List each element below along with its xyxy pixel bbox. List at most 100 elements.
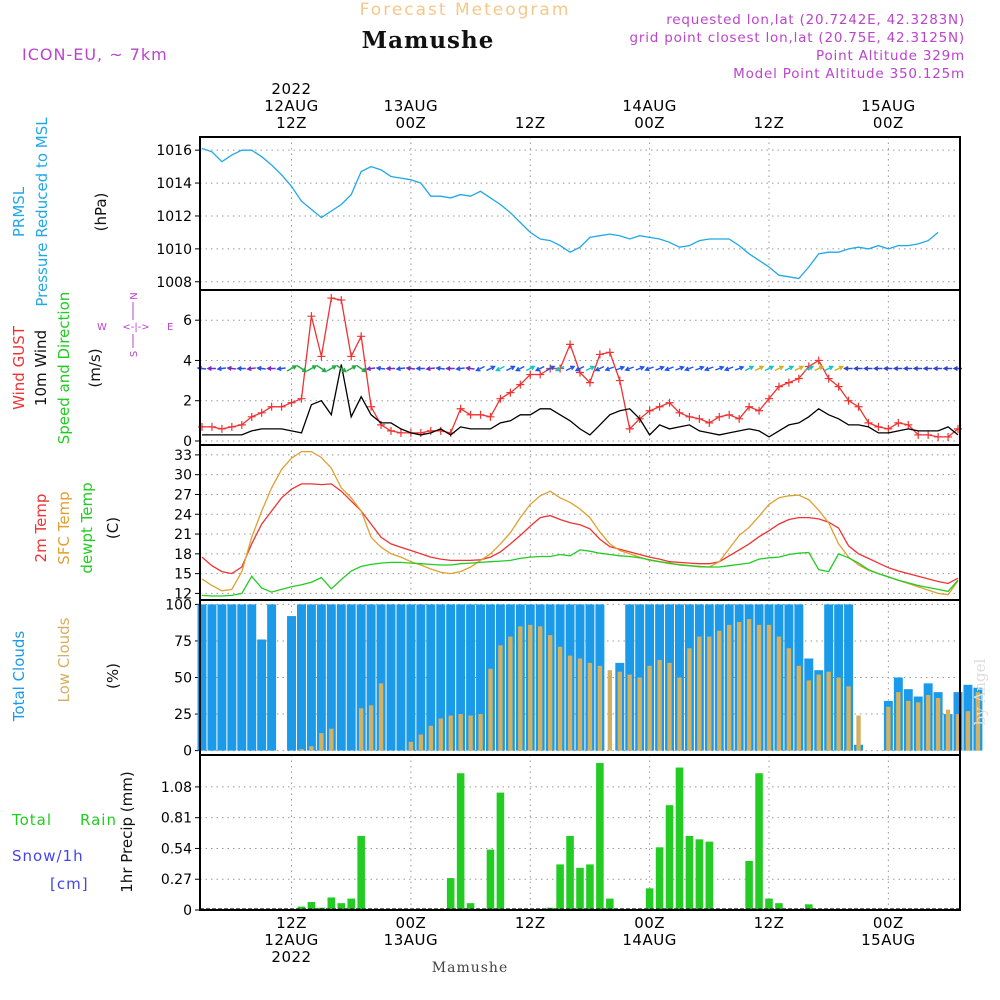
y-tick-label: 75	[174, 634, 192, 650]
low-cloud-bar	[727, 624, 732, 751]
low-cloud-bar	[508, 636, 513, 751]
low-cloud-bar	[538, 626, 543, 751]
pressure-panel: 1008 1010 1012 1014 1016	[156, 136, 961, 291]
low-cloud-bar	[428, 725, 433, 751]
time-tick-label: 12Z	[515, 114, 546, 132]
gust-marker	[655, 402, 664, 411]
total-cloud-bar	[326, 604, 336, 751]
low-cloud-bar	[378, 683, 384, 751]
total-cloud-bar	[356, 604, 366, 751]
wind-direction-arrow	[415, 365, 425, 372]
series-prmsl-line	[201, 147, 939, 280]
wind-direction-arrow	[624, 366, 634, 372]
low-cloud-bar	[746, 619, 752, 751]
total-cloud-bar	[316, 604, 326, 751]
time-tick-label: 12Z	[515, 914, 546, 932]
wind-direction-arrow	[715, 365, 725, 371]
wind-direction-arrow	[863, 365, 873, 372]
low-cloud-bar	[697, 636, 702, 751]
gust-marker	[765, 394, 773, 403]
header-info-grid: grid point closest lon,lat (20.75E, 42.3…	[629, 30, 965, 46]
header-model: ICON-EU, ~ 7km	[22, 45, 168, 64]
wind-direction-arrow	[336, 364, 347, 373]
wind-direction-arrow	[375, 365, 386, 371]
label-wind-gust: Wind GUST	[10, 325, 28, 410]
label-rain: Rain	[80, 811, 117, 829]
y-tick-label: 2	[183, 394, 192, 410]
low-cloud-bar	[577, 658, 583, 751]
low-cloud-bar	[368, 705, 374, 751]
time-tick-label: 14AUG	[622, 97, 676, 115]
low-cloud-bar	[478, 714, 483, 751]
series-dewpt-temp-line	[201, 549, 959, 597]
low-cloud-bar	[518, 626, 523, 751]
rain-bar	[665, 805, 674, 910]
total-cloud-bar	[396, 604, 406, 751]
wind-direction-arrow	[814, 365, 825, 372]
time-tick-label: 12Z	[276, 914, 307, 932]
compass-arrows: <-|->	[122, 322, 149, 333]
y-tick-label: 4	[183, 353, 192, 369]
low-cloud-bar	[299, 749, 304, 751]
gust-marker	[834, 382, 843, 391]
wind-direction-arrow	[236, 365, 246, 372]
gust-marker	[745, 402, 754, 411]
gust-marker	[605, 348, 614, 357]
gust-marker	[884, 424, 893, 433]
y-tick-label: 25	[174, 707, 192, 723]
wind-direction-arrow	[445, 365, 455, 372]
wind-direction-arrow	[574, 365, 585, 372]
gust-marker	[904, 420, 913, 429]
low-cloud-bar	[717, 630, 722, 751]
rain-bar	[357, 835, 365, 910]
gust-marker	[287, 398, 296, 407]
wind-direction-arrow	[435, 365, 445, 371]
y-tick-label: 27	[174, 487, 192, 503]
wind-direction-arrow	[545, 365, 556, 372]
y-tick-label: 1.08	[161, 780, 192, 796]
wind-direction-arrow	[804, 365, 815, 372]
rain-bar	[645, 888, 654, 910]
wind-direction-arrow	[734, 365, 745, 371]
wind-direction-arrow	[486, 365, 496, 372]
wind-direction-arrow	[902, 365, 913, 372]
label-dewpt-temp: dewpt Temp	[78, 482, 96, 573]
series-10m-wind-line	[202, 364, 959, 438]
rain-bar	[685, 835, 694, 910]
y-tick-label: 1012	[156, 209, 192, 225]
time-tick-label: 00Z	[634, 114, 665, 132]
total-cloud-bar	[426, 604, 436, 751]
series-sfc-temp-line	[201, 450, 959, 596]
low-cloud-bar	[965, 711, 971, 751]
y-tick-label: 1016	[156, 143, 192, 159]
low-cloud-bar	[498, 645, 503, 751]
wind-direction-arrow	[346, 365, 357, 372]
gust-marker	[297, 394, 306, 403]
panel-frame	[199, 444, 961, 601]
rain-bar	[596, 762, 604, 910]
wind-direction-arrow	[316, 364, 328, 373]
y-tick-label: 1010	[156, 242, 192, 258]
wind-direction-arrow	[405, 365, 415, 371]
gust-marker	[227, 422, 236, 431]
gust-marker	[914, 430, 923, 439]
wind-direction-arrow	[365, 366, 376, 372]
gust-marker	[257, 408, 266, 417]
gust-marker	[476, 410, 485, 419]
rain-bar	[675, 767, 684, 910]
wind-direction-arrow	[465, 365, 475, 371]
time-tick-label: 00Z	[395, 914, 426, 932]
wind-direction-arrow	[356, 364, 367, 373]
total-cloud-bar	[257, 639, 267, 751]
rain-bar	[775, 903, 783, 910]
total-cloud-bar	[416, 604, 426, 751]
wind-direction-arrow	[932, 365, 943, 372]
wind-direction-arrow	[385, 365, 395, 372]
total-cloud-bar	[237, 604, 247, 751]
total-cloud-bar	[217, 604, 227, 751]
total-cloud-bar	[436, 604, 446, 751]
gust-marker	[456, 404, 465, 413]
wind-direction-arrow	[296, 364, 308, 373]
low-cloud-bar	[916, 702, 921, 751]
wind-direction-arrow	[615, 365, 626, 371]
